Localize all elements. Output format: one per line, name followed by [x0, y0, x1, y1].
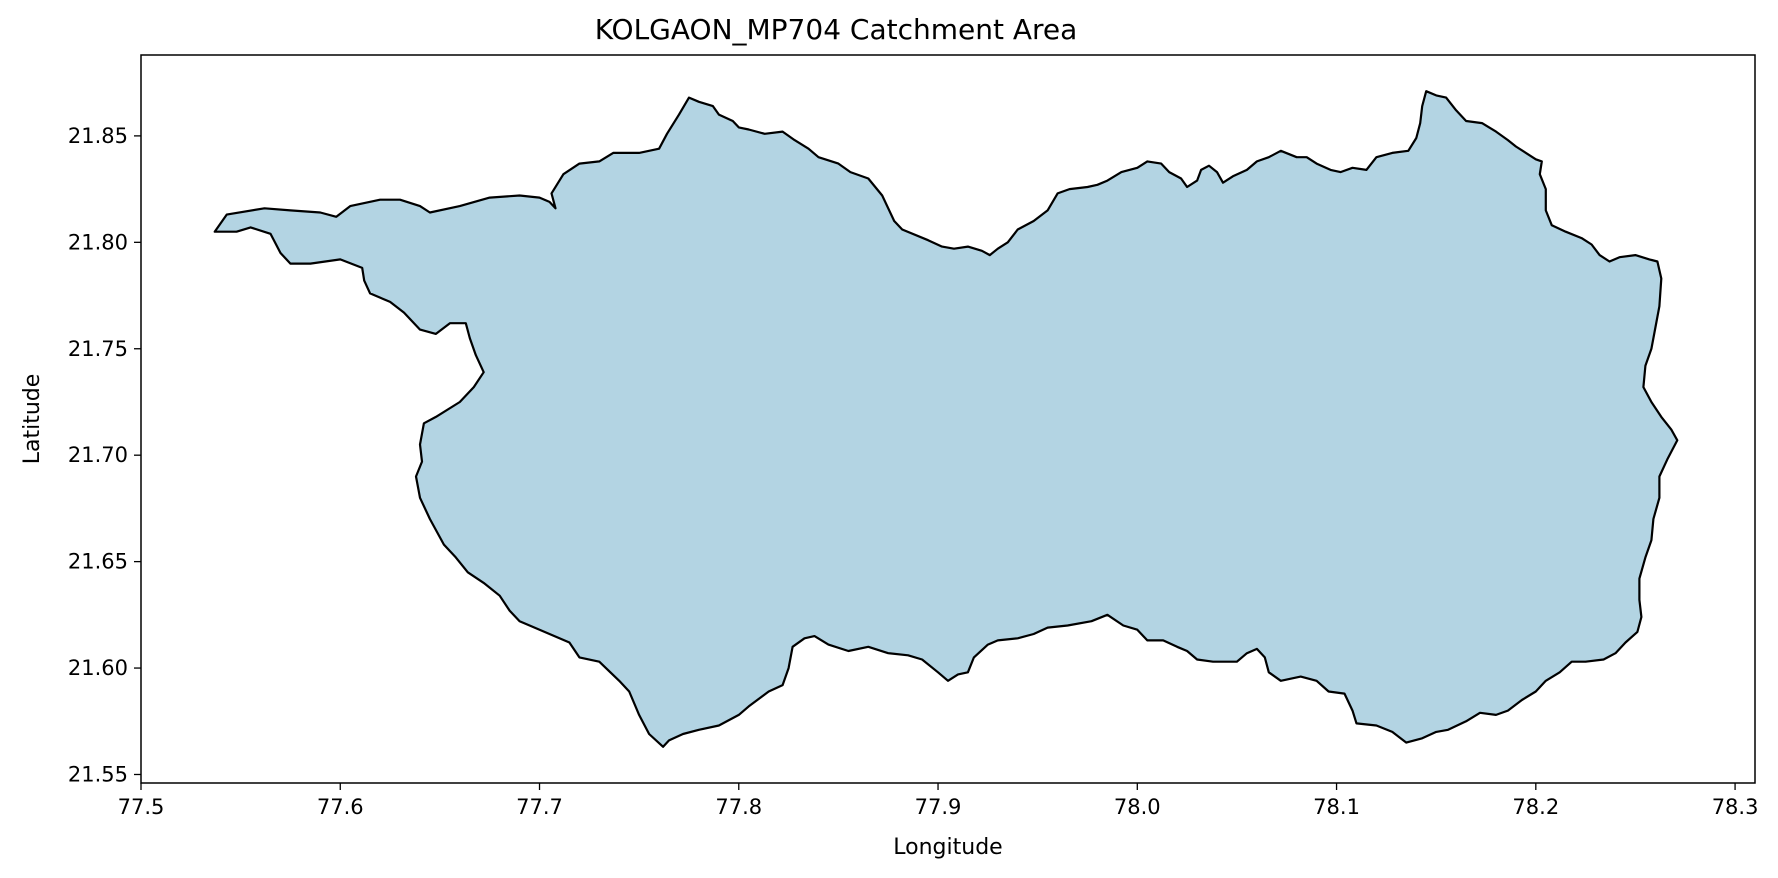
y-tick-label: 21.60: [68, 656, 128, 680]
y-tick-label: 21.55: [68, 762, 128, 786]
y-tick-label: 21.75: [68, 337, 128, 361]
y-axis: 21.55 21.60 21.65 21.70 21.75 21.80 21.85: [68, 124, 141, 786]
y-tick-label: 21.85: [68, 124, 128, 148]
x-tick-label: 78.0: [1114, 795, 1161, 819]
x-tick-label: 77.7: [516, 795, 563, 819]
x-tick-label: 78.2: [1512, 795, 1559, 819]
catchment-polygon: [213, 90, 1679, 748]
x-axis: 77.5 77.6 77.7 77.8 77.9 78.0 78.1 78.2 78.3: [118, 783, 1759, 819]
chart-title: KOLGAON_MP704 Catchment Area: [595, 13, 1078, 46]
x-axis-label: Longitude: [893, 835, 1002, 860]
plot-area: [213, 90, 1679, 748]
x-tick-label: 77.6: [317, 795, 364, 819]
y-tick-label: 21.80: [68, 230, 128, 254]
x-tick-label: 77.5: [118, 795, 165, 819]
y-axis-label: Latitude: [20, 374, 45, 465]
x-tick-label: 77.9: [915, 795, 962, 819]
plot-frame: [140, 54, 1756, 784]
x-tick-label: 78.1: [1313, 795, 1360, 819]
y-tick-label: 21.70: [68, 443, 128, 467]
x-tick-label: 77.8: [715, 795, 762, 819]
y-tick-label: 21.65: [68, 550, 128, 574]
x-tick-label: 78.3: [1712, 795, 1759, 819]
